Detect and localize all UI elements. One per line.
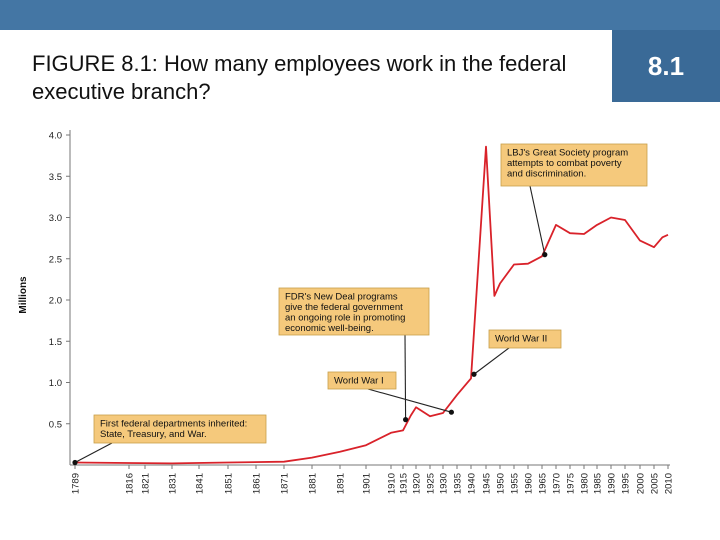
x-tick-label: 1965 <box>538 473 549 494</box>
y-tick-label: 4.0 <box>49 131 62 142</box>
highlight-point <box>542 252 548 258</box>
callout-leader <box>367 388 452 413</box>
x-tick-label: 1881 <box>308 473 319 494</box>
callout-line: FDR's New Deal programs <box>285 292 398 303</box>
callout-text: LBJ's Great Society program attempts to c… <box>507 148 628 180</box>
x-tick-label: 1851 <box>224 473 235 494</box>
callout-leader <box>529 185 546 255</box>
top-banner <box>0 0 720 30</box>
x-tick-label: 1975 <box>566 473 577 494</box>
x-tick-label: 1910 <box>387 473 398 494</box>
x-tick-label: 1901 <box>362 473 373 494</box>
y-tick-label: 1.5 <box>49 337 62 348</box>
callout-line: LBJ's Great Society program <box>507 148 628 159</box>
callout-line: First federal departments inherited: <box>100 419 247 430</box>
highlight-point <box>72 459 78 466</box>
section-number-box: 8.1 <box>612 30 720 102</box>
callout-line: World War II <box>495 334 547 345</box>
callout-line: State, Treasury, and War. <box>100 429 207 440</box>
series-group <box>74 145 669 465</box>
callout-boxes: First federal departments inherited: Stat… <box>93 143 648 444</box>
x-tick-labels: 1789 1816 1821 1831 1841 1851 1861 1871 1881 1891… <box>71 473 675 494</box>
x-tick-label: 1930 <box>439 473 450 494</box>
callout-box <box>278 287 430 336</box>
series-line <box>74 145 669 465</box>
callout-leader <box>404 334 407 420</box>
callout-box <box>500 143 648 187</box>
highlight-points <box>72 252 548 466</box>
x-tick-label: 1789 <box>71 473 82 494</box>
employment-line-chart: 4.0 3.5 3.0 2.5 2.0 1.5 1.0 0.5 1789 1816 1821 183… <box>18 130 675 494</box>
callout-leader <box>473 347 510 375</box>
x-tick-label: 2005 <box>650 473 661 494</box>
callout-line: an ongoing role in promoting <box>285 313 405 324</box>
callout-leaders <box>74 185 546 464</box>
x-tick-label: 1841 <box>195 473 206 494</box>
x-tick-label: 1950 <box>496 473 507 494</box>
x-tick-label: 1915 <box>399 473 410 494</box>
x-tick-label: 1945 <box>482 473 493 494</box>
x-tick-label: 1935 <box>453 473 464 494</box>
y-tick-label: 3.5 <box>49 172 62 183</box>
highlight-point <box>403 417 409 423</box>
x-tick-label: 1816 <box>125 473 136 494</box>
x-tick-label: 1940 <box>467 473 478 494</box>
callout-text: FDR's New Deal programs give the federal … <box>285 292 405 335</box>
x-tick-label: 1925 <box>426 473 437 494</box>
callout-line: and discrimination. <box>507 169 586 180</box>
callout-box <box>327 371 397 390</box>
callout-box <box>488 329 562 349</box>
x-tick-label: 1980 <box>580 473 591 494</box>
x-tick-label: 1871 <box>280 473 291 494</box>
y-tick-label: 2.5 <box>49 254 62 265</box>
callout-text: World War I <box>334 376 384 387</box>
section-number: 8.1 <box>647 50 685 81</box>
y-tick-label: 3.0 <box>49 213 62 224</box>
callout-leader <box>74 442 113 464</box>
callout-text: First federal departments inherited: Stat… <box>100 419 247 441</box>
callout-line: World War I <box>334 376 384 387</box>
callout-line: give the federal government <box>285 302 403 313</box>
x-tick-label: 2010 <box>664 473 675 494</box>
y-tick-label: 2.0 <box>49 296 62 307</box>
x-tick-label: 1831 <box>168 473 179 494</box>
callout-box <box>93 414 267 444</box>
y-tick-labels: 4.0 3.5 3.0 2.5 2.0 1.5 1.0 0.5 <box>49 131 62 431</box>
x-tick-label: 1920 <box>412 473 423 494</box>
y-tick-label: 0.5 <box>49 419 62 430</box>
x-tick-label: 1995 <box>621 473 632 494</box>
chart-axes <box>66 130 670 469</box>
page-title: FIGURE 8.1: How many employees work in t… <box>32 51 567 104</box>
x-tick-label: 1960 <box>524 473 535 494</box>
x-tick-label: 1970 <box>552 473 563 494</box>
x-tick-label: 2000 <box>636 473 647 494</box>
highlight-point <box>448 409 454 415</box>
y-axis-label: Millions <box>18 276 29 314</box>
y-tick-label: 1.0 <box>49 378 62 389</box>
x-tick-label: 1955 <box>510 473 521 494</box>
callout-text: World War II <box>495 334 547 345</box>
x-tick-label: 1821 <box>141 473 152 494</box>
x-tick-label: 1861 <box>252 473 263 494</box>
callout-line: economic well-being. <box>285 323 374 334</box>
x-tick-label: 1891 <box>336 473 347 494</box>
x-tick-label: 1990 <box>607 473 618 494</box>
x-tick-label: 1985 <box>593 473 604 494</box>
callout-line: attempts to combat poverty <box>507 158 622 169</box>
highlight-point <box>471 371 477 377</box>
